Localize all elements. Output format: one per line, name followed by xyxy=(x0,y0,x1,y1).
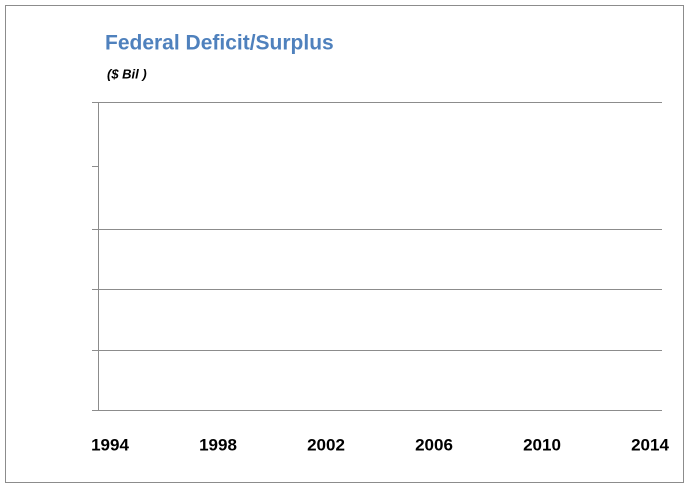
x-tick-label: 1994 xyxy=(91,435,129,454)
x-tick-label: 2014 xyxy=(631,435,669,454)
chart-title: Federal Deficit/Surplus xyxy=(105,32,334,55)
x-tick-label: 2002 xyxy=(307,435,345,454)
plot-area xyxy=(92,102,662,411)
x-tick-label: 1998 xyxy=(199,435,237,454)
chart-border xyxy=(5,5,684,483)
x-tick-label: 2010 xyxy=(523,435,561,454)
chart-subtitle: ($ Bil ) xyxy=(107,66,147,81)
x-tick-label: 2006 xyxy=(415,435,453,454)
